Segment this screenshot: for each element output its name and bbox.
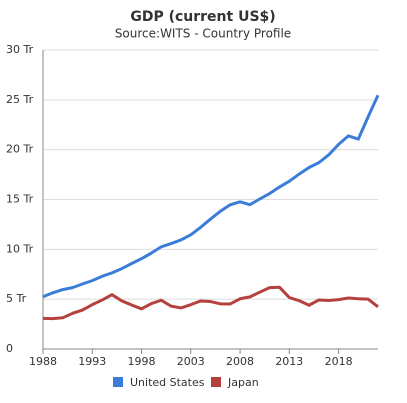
- x-tick-label: 2013: [275, 355, 303, 368]
- y-tick-label: 15 Tr: [6, 193, 34, 206]
- legend-swatch: [211, 377, 221, 387]
- line-series: [42, 285, 379, 321]
- y-tick-label: 20 Tr: [6, 143, 34, 156]
- x-tick-label: 2003: [177, 355, 205, 368]
- x-tick-label: 2018: [325, 355, 353, 368]
- line-series: [42, 94, 380, 299]
- x-tick-label: 1993: [78, 355, 106, 368]
- x-tick-label: 1988: [29, 355, 57, 368]
- legend-label: United States: [130, 376, 205, 389]
- chart-title: GDP (current US$): [130, 9, 275, 25]
- x-tick-label: 1998: [128, 355, 156, 368]
- legend-label: Japan: [227, 376, 259, 389]
- y-tick-label: 10 Tr: [6, 242, 34, 255]
- y-tick-label: 5 Tr: [6, 292, 27, 305]
- y-tick-label: 25 Tr: [6, 93, 34, 106]
- legend-swatch: [113, 377, 123, 387]
- x-tick-label: 2008: [226, 355, 254, 368]
- y-tick-label: 0: [6, 342, 13, 355]
- chart-subtitle: Source:WITS - Country Profile: [115, 27, 291, 41]
- y-tick-label: 30 Tr: [6, 43, 34, 56]
